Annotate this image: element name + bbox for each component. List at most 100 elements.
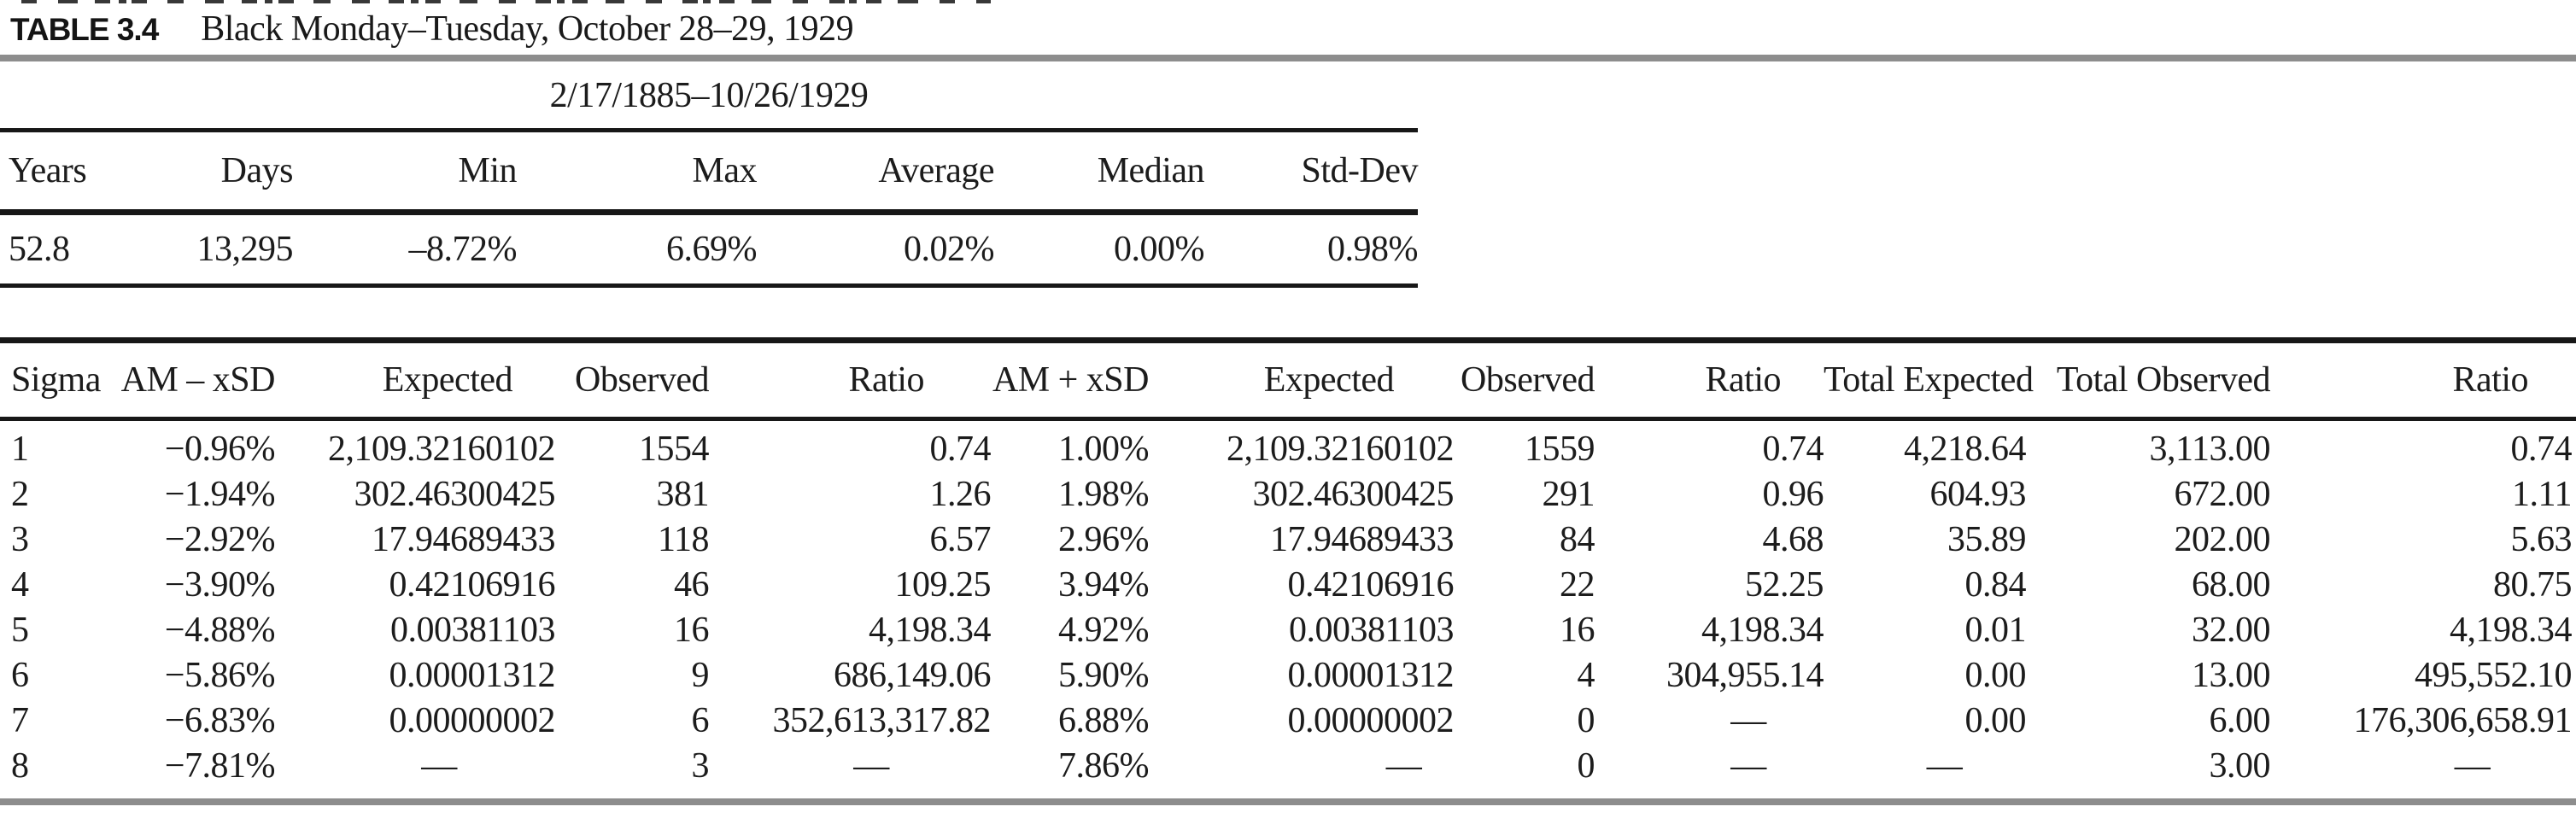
- table-cell: 0.00381103: [1289, 610, 1454, 650]
- sigma-table-header-row: Sigma AM – xSD Expected Observed Ratio AM + x…: [0, 343, 2576, 417]
- table-cell: 0.00381103: [390, 610, 555, 650]
- table-header-cell: Observed: [575, 360, 709, 400]
- table-cell: 35.89: [1947, 519, 2027, 559]
- table-cell: 352,613,317.82: [772, 700, 992, 740]
- table-cell: 0: [1577, 745, 1595, 786]
- table-cell: 6.69%: [666, 230, 758, 269]
- table-cell: —: [1926, 745, 1963, 786]
- summary-table-bottom-rule: [0, 283, 1418, 288]
- table-cell: 46: [674, 564, 710, 605]
- table-cell: 0.42106916: [389, 564, 556, 605]
- table-header-cell: Ratio: [2452, 360, 2529, 400]
- table-cell: —: [1730, 745, 1766, 786]
- sigma-table: Sigma AM – xSD Expected Observed Ratio AM + x…: [0, 337, 2576, 805]
- table-cell: 80.75: [2493, 564, 2573, 605]
- table-header-cell: Observed: [1461, 360, 1595, 400]
- table-header-cell: Max: [692, 151, 758, 190]
- table-cell: 302.46300425: [1252, 474, 1455, 514]
- table-cell: 0.74: [1762, 429, 1824, 469]
- table-cell: −6.83%: [164, 700, 276, 740]
- table-cell: 3.94%: [1058, 564, 1150, 605]
- date-range-header: 2/17/1885–10/26/1929: [549, 76, 869, 115]
- table-cell: 0.00%: [1114, 230, 1205, 269]
- table-cell: —: [2454, 745, 2491, 786]
- table-cell: 17.94689433: [1270, 519, 1455, 559]
- sigma-table-top-rule: [0, 337, 2576, 343]
- table-cell: 604.93: [1929, 474, 2027, 514]
- summary-table-body: 52.8 13,295 –8.72% 6.69% 0.02% 0.00% 0.98%: [0, 215, 1419, 283]
- table-cell: 1559: [1525, 429, 1595, 469]
- table-cell: 84: [1560, 519, 1595, 559]
- table-cell: —: [1730, 700, 1766, 740]
- table-header-cell: Years: [9, 151, 87, 190]
- table-cell: 5: [11, 610, 29, 650]
- table-cell: 6.57: [929, 519, 992, 559]
- table-cell: 1: [11, 429, 29, 469]
- summary-table-header-rule: [0, 209, 1418, 215]
- table-header-cell: Median: [1097, 151, 1205, 190]
- table-cell: 0.96: [1762, 474, 1824, 514]
- table-cell: 0.00000002: [1287, 700, 1455, 740]
- table-cell: 5.63: [2510, 519, 2573, 559]
- table-row: 3 −2.92% 17.94689433 118 6.57 2.96% 17.9468943…: [0, 517, 2576, 562]
- table-cell: −3.90%: [164, 564, 276, 605]
- table-header-cell: Sigma: [11, 360, 101, 400]
- table-number-label: TABLE 3.4: [10, 12, 159, 47]
- table-row: 6 −5.86% 0.00001312 9 686,149.06 5.90% 0.00001…: [0, 652, 2576, 698]
- table-cell: 1.11: [2512, 474, 2572, 514]
- table-header-cell: Ratio: [1705, 360, 1782, 400]
- table-cell: –8.72%: [408, 230, 518, 269]
- summary-table-header-row: Years Days Min Max Average Median Std-Dev: [0, 132, 1419, 209]
- table-header-cell: Expected: [1263, 360, 1395, 400]
- table-cell: 6: [11, 655, 29, 695]
- table-header-cell: Expected: [382, 360, 513, 400]
- table-cell: 4: [11, 564, 29, 605]
- table-cell: 4,218.64: [1904, 429, 2027, 469]
- table-header-cell: Days: [220, 151, 294, 190]
- table-cell: 304,955.14: [1666, 655, 1824, 695]
- table-cell: 2.96%: [1058, 519, 1150, 559]
- table-cell: 68.00: [2192, 564, 2271, 605]
- table-cell: 6: [691, 700, 710, 740]
- table-cell: 9: [691, 655, 710, 695]
- table-cell: 6.00: [2209, 700, 2271, 740]
- table-cell: 6.88%: [1058, 700, 1150, 740]
- table-cell: 381: [656, 474, 710, 514]
- table-cell: 7: [11, 700, 29, 740]
- table-row: 4 −3.90% 0.42106916 46 109.25 3.94% 0.42106916…: [0, 562, 2576, 607]
- table-cell: 109.25: [894, 564, 992, 605]
- table-cell: —: [421, 745, 457, 786]
- table-row: 8 −7.81% — 3 — 7.86% — 0 — — 3.00 —: [0, 743, 2576, 788]
- table-cell: 4,198.34: [1701, 610, 1824, 650]
- table-header-cell: Min: [458, 151, 517, 190]
- table-cell: 0.00001312: [389, 655, 556, 695]
- table-cell: 16: [1560, 610, 1595, 650]
- table-cell: 0.02%: [904, 230, 995, 269]
- table-cell: 1.26: [929, 474, 992, 514]
- table-header-cell: Ratio: [848, 360, 925, 400]
- table-cell: 291: [1542, 474, 1595, 514]
- summary-table: Years Days Min Max Average Median Std-Dev 52.8…: [0, 128, 1419, 288]
- table-cell: −0.96%: [164, 429, 276, 469]
- table-cell: 0.84: [1964, 564, 2027, 605]
- table-cell: 3,113.00: [2149, 429, 2271, 469]
- table-cell: —: [853, 745, 889, 786]
- table-cell: —: [1385, 745, 1422, 786]
- table-cell: 1.98%: [1058, 474, 1150, 514]
- table-cell: 2,109.32160102: [328, 429, 556, 469]
- table-cell: 8: [11, 745, 29, 786]
- table-cell: 0.00001312: [1287, 655, 1455, 695]
- table-cell: 0.00: [1964, 700, 2027, 740]
- table-header-cell: AM + xSD: [992, 360, 1150, 400]
- table-cell: 3: [691, 745, 710, 786]
- table-cell: 2,109.32160102: [1227, 429, 1455, 469]
- table-cell: 13.00: [2192, 655, 2271, 695]
- table-header-cell: Average: [878, 151, 994, 190]
- table-cell: 202.00: [2174, 519, 2271, 559]
- table-cell: 4.92%: [1058, 610, 1150, 650]
- table-cell: 3.00: [2209, 745, 2271, 786]
- table-cell: 302.46300425: [354, 474, 556, 514]
- table-cell: 52.8: [9, 230, 70, 269]
- summary-table-top-rule: [0, 128, 1418, 132]
- table-cell: 52.25: [1745, 564, 1824, 605]
